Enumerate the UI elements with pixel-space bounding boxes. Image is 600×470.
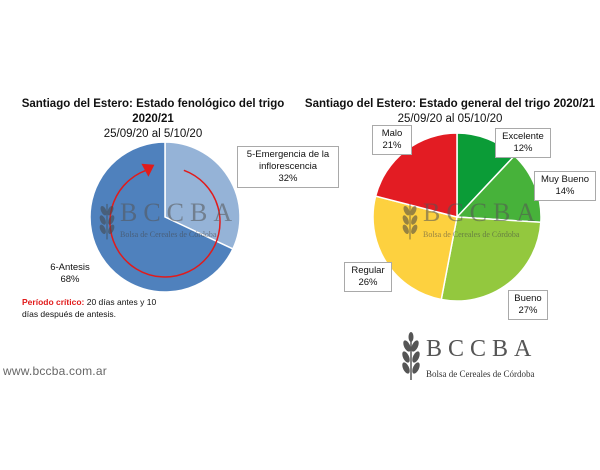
phenology-title-text: Santiago del Estero: Estado fenológico d… bbox=[21, 98, 285, 125]
critical-period-text: 20 días antes y 10 días después de antes… bbox=[22, 297, 157, 319]
cycle-arrow-icon bbox=[109, 163, 221, 278]
slice-name-line-1: 5-Emergencia de la bbox=[246, 149, 330, 160]
critical-period-note: Período crítico: 20 días antes y 10 días… bbox=[22, 296, 172, 320]
slice-value: 27% bbox=[518, 305, 538, 316]
logo-brand-text: BCCBA bbox=[426, 336, 538, 362]
condition-chart-title: Santiago del Estero: Estado general del … bbox=[300, 97, 600, 127]
phenology-pie-chart bbox=[89, 141, 241, 293]
logo-org-text: Bolsa de Cereales de Córdoba bbox=[426, 369, 535, 379]
slice-name: 6-Antesis bbox=[50, 262, 90, 273]
slice-name-line-2: inflorescencia bbox=[258, 161, 318, 172]
slice-name: Regular bbox=[351, 265, 385, 276]
phenology-subtitle: 25/09/20 al 5/10/20 bbox=[103, 128, 203, 140]
website-url: www.bccba.com.ar bbox=[3, 364, 107, 378]
slice-label-excelente: Excelente 12% bbox=[495, 128, 551, 158]
condition-pie-chart bbox=[372, 132, 542, 302]
phenology-chart-title: Santiago del Estero: Estado fenológico d… bbox=[3, 97, 303, 142]
pie-slice-bueno bbox=[440, 216, 542, 302]
slice-name: Bueno bbox=[514, 293, 542, 304]
slice-value: 26% bbox=[358, 277, 378, 288]
pie-slice-5-emergencia-de-la-inflorescencia bbox=[164, 141, 241, 250]
pie-slice-6-antesis bbox=[89, 141, 234, 293]
slice-value: 14% bbox=[555, 186, 575, 197]
critical-period-title: Período crítico: bbox=[22, 297, 85, 307]
slice-label-emergencia: 5-Emergencia de la inflorescencia 32% bbox=[237, 146, 339, 188]
bccba-logo: BCCBA Bolsa de Cereales de Córdoba bbox=[398, 332, 538, 384]
slice-value: 21% bbox=[382, 140, 402, 151]
slice-label-malo: Malo 21% bbox=[372, 125, 412, 155]
condition-chart-panel: Santiago del Estero: Estado general del … bbox=[300, 0, 600, 470]
wheat-icon bbox=[402, 332, 420, 380]
slice-value: 68% bbox=[60, 274, 80, 285]
slice-name: Muy Bueno bbox=[540, 174, 590, 185]
condition-subtitle: 25/09/20 al 05/10/20 bbox=[397, 113, 503, 125]
slice-value: 32% bbox=[278, 173, 298, 184]
condition-title-text: Santiago del Estero: Estado general del … bbox=[304, 98, 596, 110]
slice-name: Excelente bbox=[502, 131, 544, 142]
slice-label-regular: Regular 26% bbox=[344, 262, 392, 292]
slice-label-antesis: 6-Antesis 68% bbox=[44, 262, 96, 286]
slice-label-bueno: Bueno 27% bbox=[508, 290, 548, 320]
phenology-chart-panel: Santiago del Estero: Estado fenológico d… bbox=[3, 97, 339, 378]
slice-value: 12% bbox=[513, 143, 533, 154]
slice-name: Malo bbox=[381, 128, 403, 139]
slice-label-muy-bueno: Muy Bueno 14% bbox=[534, 171, 596, 201]
